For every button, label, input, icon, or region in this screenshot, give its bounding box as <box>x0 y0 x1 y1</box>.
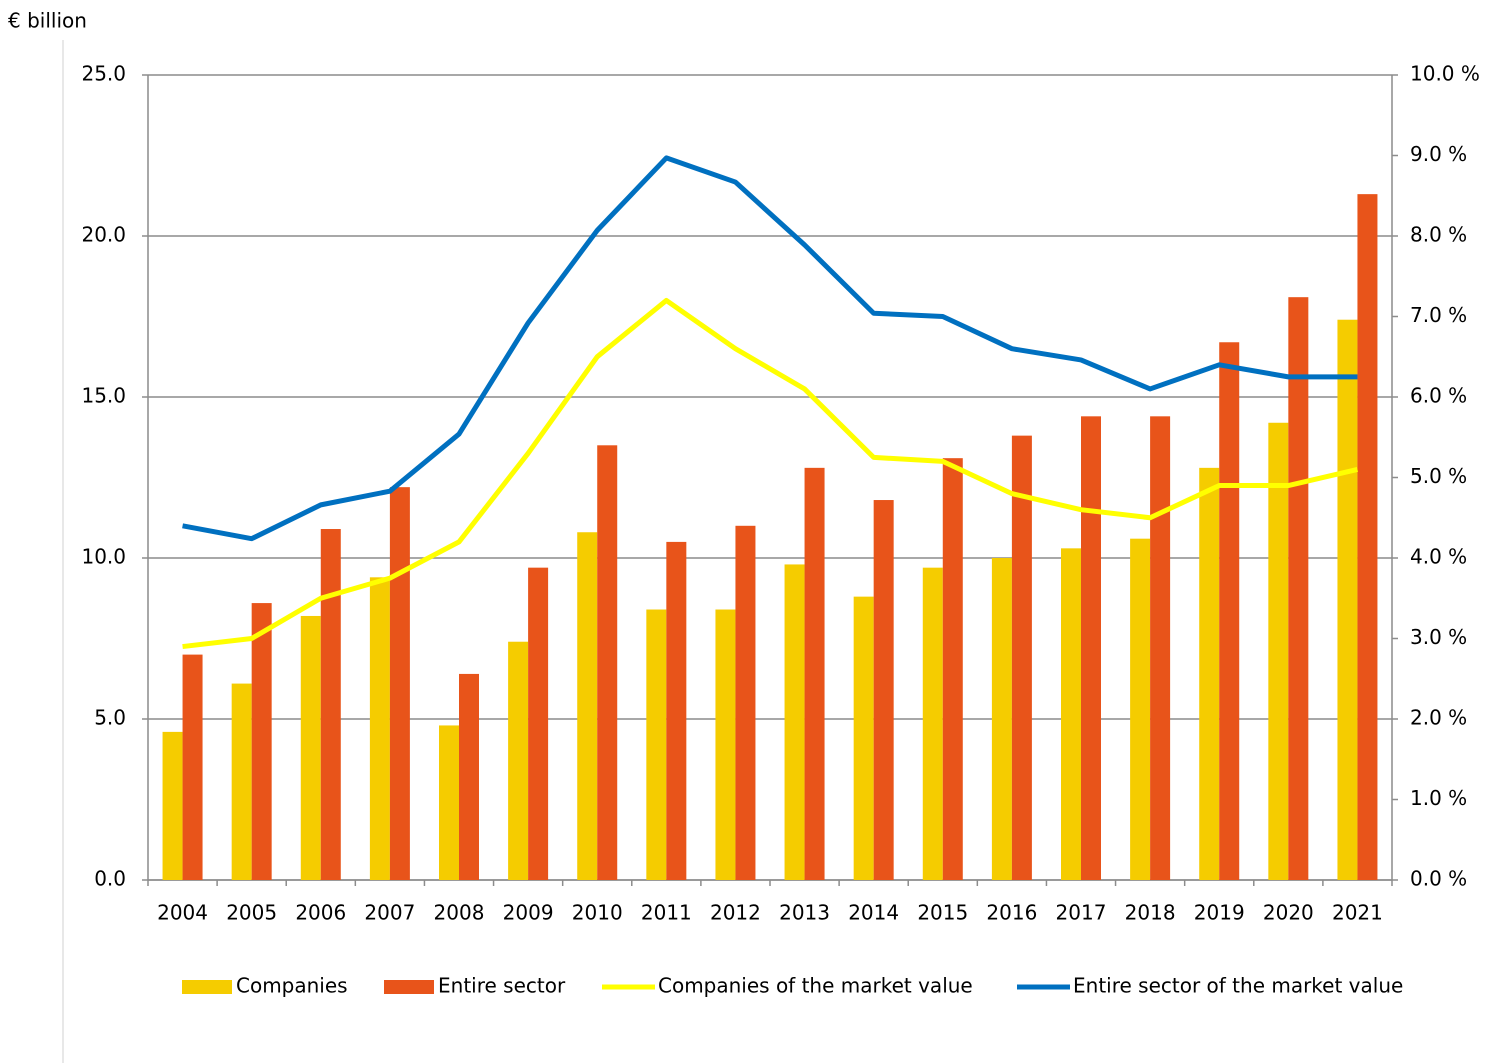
bar <box>459 673 479 880</box>
y-tick-label: 0.0 <box>94 867 126 891</box>
bar <box>162 731 183 880</box>
bar <box>922 567 943 880</box>
x-tick-label: 2010 <box>572 901 623 925</box>
legend-label: Entire sector of the market value <box>1073 974 1403 998</box>
line <box>182 297 1359 650</box>
bar <box>251 603 272 880</box>
legend-label: Entire sector <box>438 974 566 998</box>
y2-tick-label: 4.0 % <box>1410 545 1467 569</box>
x-tick-label: 2013 <box>779 901 830 925</box>
line <box>182 155 1358 542</box>
x-tick-label: 2005 <box>226 901 277 925</box>
bar <box>1130 538 1151 880</box>
y-tick-label: 20.0 <box>81 223 126 247</box>
y-tick-label: 5.0 <box>94 706 126 730</box>
bar <box>1199 467 1220 880</box>
bar <box>528 567 549 880</box>
x-tick-label: 2011 <box>641 901 692 925</box>
bar <box>597 445 618 880</box>
y2-tick-label: 6.0 % <box>1410 384 1467 408</box>
x-tick-label: 2019 <box>1194 901 1245 925</box>
bar <box>942 458 963 880</box>
bar <box>439 725 459 880</box>
bar <box>389 487 410 880</box>
bar <box>804 467 825 880</box>
bar <box>1150 416 1171 880</box>
bar <box>666 541 687 880</box>
legend-swatch <box>182 980 232 994</box>
bar <box>853 596 874 880</box>
bar <box>784 564 805 880</box>
y2-tick-label: 10.0 % <box>1410 62 1480 86</box>
bar <box>1081 416 1101 880</box>
bar <box>1357 194 1378 880</box>
bar <box>715 609 736 880</box>
x-tick-label: 2007 <box>364 901 415 925</box>
y2-tick-label: 1.0 % <box>1410 786 1467 810</box>
bar <box>1219 342 1240 880</box>
y-axis-label: € billion <box>8 9 87 33</box>
bar <box>508 641 529 880</box>
bar <box>182 654 203 880</box>
bar <box>1011 435 1032 880</box>
x-tick-label: 2020 <box>1263 901 1314 925</box>
y2-tick-label: 3.0 % <box>1410 625 1467 649</box>
x-tick-label: 2004 <box>157 901 208 925</box>
legend-swatch <box>384 980 434 994</box>
bar <box>231 683 252 880</box>
bar <box>873 500 894 880</box>
x-tick-label: 2006 <box>295 901 346 925</box>
bar <box>577 532 598 880</box>
y-tick-label: 15.0 <box>81 384 126 408</box>
bar <box>369 577 390 880</box>
y2-tick-label: 5.0 % <box>1410 464 1467 488</box>
x-tick-label: 2016 <box>986 901 1037 925</box>
x-tick-label: 2017 <box>1056 901 1107 925</box>
legend-label: Companies <box>236 974 348 998</box>
y2-tick-label: 8.0 % <box>1410 223 1467 247</box>
x-tick-label: 2015 <box>917 901 968 925</box>
bar <box>1288 297 1309 880</box>
y2-tick-label: 2.0 % <box>1410 706 1467 730</box>
y2-tick-label: 9.0 % <box>1410 142 1467 166</box>
bar <box>646 609 667 880</box>
x-tick-label: 2009 <box>503 901 554 925</box>
x-tick-label: 2014 <box>848 901 899 925</box>
x-tick-label: 2012 <box>710 901 761 925</box>
x-tick-label: 2021 <box>1332 901 1383 925</box>
y2-tick-label: 7.0 % <box>1410 303 1467 327</box>
y-tick-label: 10.0 <box>81 545 126 569</box>
bar <box>320 529 341 880</box>
x-tick-label: 2018 <box>1125 901 1176 925</box>
x-tick-label: 2008 <box>434 901 485 925</box>
bar <box>1061 548 1081 880</box>
bar <box>1268 422 1289 880</box>
bar <box>735 525 756 880</box>
bar <box>1337 319 1358 881</box>
y2-tick-label: 0.0 % <box>1410 867 1467 891</box>
bar <box>991 558 1012 880</box>
bar <box>300 615 321 880</box>
y-tick-label: 25.0 <box>81 62 126 86</box>
legend-label: Companies of the market value <box>658 974 973 998</box>
